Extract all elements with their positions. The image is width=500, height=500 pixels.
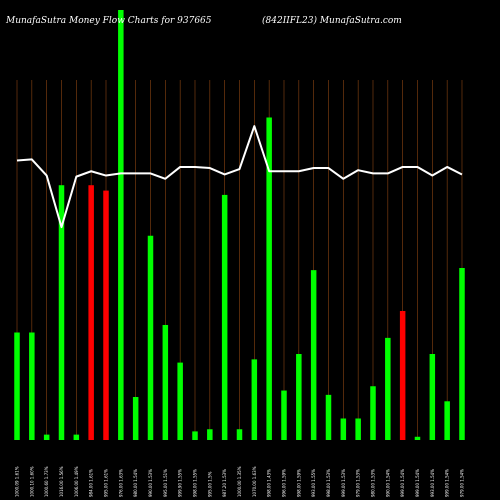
bar xyxy=(251,359,258,440)
x-tick-label: 990.00 1.54% xyxy=(385,469,390,497)
x-tick-label: 1070.00 1.63% xyxy=(252,466,257,497)
bar xyxy=(414,436,421,440)
bar xyxy=(118,10,124,440)
x-tick-label: 1006.00 1.49% xyxy=(74,466,79,497)
bar xyxy=(310,270,317,440)
bar-series xyxy=(14,10,465,440)
x-tick-label: 995.00 1.61% xyxy=(103,469,108,497)
x-tick-label: 990.00 1.53% xyxy=(148,469,153,497)
x-tick-label: 999.00 1.54% xyxy=(400,469,405,497)
flow-line xyxy=(16,125,463,229)
bar xyxy=(162,324,169,440)
x-tick-label: 995.00 1.51% xyxy=(163,469,168,497)
x-tick-label: 995.00 1.5% xyxy=(207,471,212,497)
x-tick-label: 999.00 1.54% xyxy=(445,469,450,497)
x-tick-label: 998.00 1.43% xyxy=(267,469,272,497)
x-tick-label: 996.00 1.59% xyxy=(281,469,286,497)
x-tick-label: 1016.00 1.56% xyxy=(59,466,64,497)
x-tick-label: 980.00 1.53% xyxy=(370,469,375,497)
bar xyxy=(429,354,436,440)
bar xyxy=(58,185,65,440)
bar xyxy=(43,434,50,440)
bar xyxy=(296,354,302,440)
bar xyxy=(192,431,198,440)
bar xyxy=(207,429,213,440)
bar xyxy=(325,394,332,440)
x-tick-label: 1000.60 1.73% xyxy=(44,466,49,497)
x-tick-label: 984.00 1.61% xyxy=(89,469,94,497)
bar xyxy=(29,332,35,440)
x-tick-labels: 1000.09 1.61% 1000.10 1.60% 1000.60 1.73% 1… xyxy=(15,466,465,497)
x-tick-label: 998.00 1.53% xyxy=(326,469,331,497)
chart-title-right: (842IIFL23) MunafaSutra.com xyxy=(262,15,402,26)
x-tick-label: 1000.10 1.60% xyxy=(29,466,34,497)
bar xyxy=(177,362,183,440)
bar xyxy=(147,235,154,440)
bar xyxy=(221,194,228,440)
bar xyxy=(236,429,243,440)
bar xyxy=(73,434,80,440)
x-tick-label: 979.00 1.54% xyxy=(459,469,464,497)
x-tick-label: 1000.09 1.61% xyxy=(15,466,20,497)
bar xyxy=(266,117,272,440)
x-tick-label: 999.00 1.53% xyxy=(341,469,346,497)
bar xyxy=(103,190,109,440)
x-tick-label: 998.00 1.59% xyxy=(296,469,301,497)
bar xyxy=(355,418,361,440)
bar xyxy=(459,268,465,440)
chart-title-left: MunafaSutra Money Flow Charts for 937665 xyxy=(5,16,212,26)
bar xyxy=(132,397,139,440)
x-tick-label: 993.00 1.54% xyxy=(430,469,435,497)
bar xyxy=(88,185,94,440)
x-tick-label: 987.20 1.53% xyxy=(222,469,227,497)
x-tick-label: 976.00 1.63% xyxy=(118,469,123,497)
bar xyxy=(385,337,391,440)
bar xyxy=(14,332,20,440)
bar xyxy=(340,418,347,440)
bar xyxy=(370,386,376,440)
line-series xyxy=(16,125,463,229)
bar xyxy=(281,390,287,440)
x-tick-label: 999.00 1.54% xyxy=(415,469,420,497)
x-tick-label: 999.90 1.55% xyxy=(178,469,183,497)
x-tick-label: 1000.00 1.35% xyxy=(237,466,242,497)
bar xyxy=(444,401,450,440)
x-tick-label: 993.00 1.55% xyxy=(311,469,316,497)
x-tick-label: 998.00 1.55% xyxy=(192,469,197,497)
bar xyxy=(399,311,406,440)
x-tick-label: 980.00 1.54% xyxy=(133,469,138,497)
x-tick-label: 979.00 1.53% xyxy=(356,469,361,497)
